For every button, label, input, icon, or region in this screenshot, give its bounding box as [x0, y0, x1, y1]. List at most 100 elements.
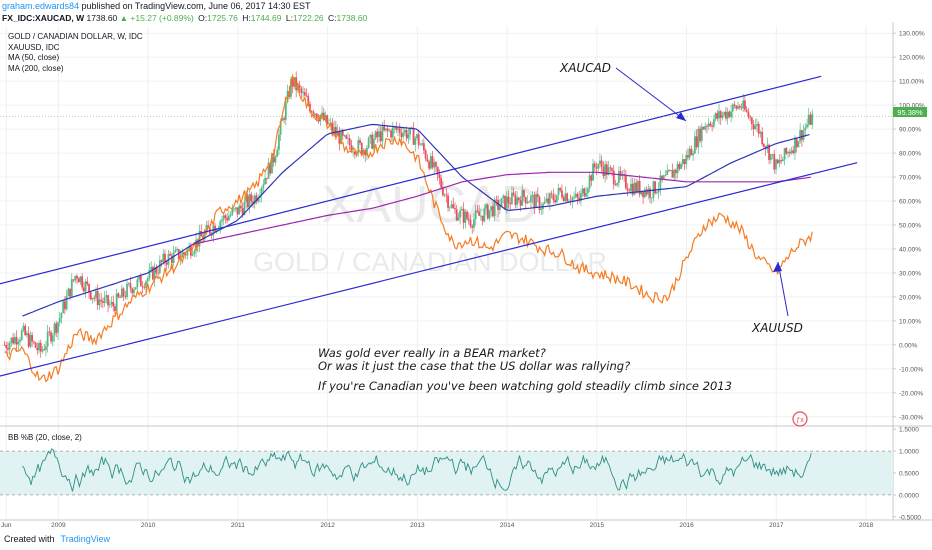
candle-body — [490, 206, 493, 211]
price-change: ▲ +15.27 (+0.89%) — [119, 13, 194, 23]
candle-body — [680, 163, 682, 169]
candle-body — [203, 232, 206, 240]
open-value: 1725.76 — [207, 13, 238, 23]
candle-body — [683, 159, 686, 165]
candle-body — [352, 151, 355, 153]
candle-body — [737, 106, 739, 109]
candle-body — [146, 278, 149, 282]
candle-body — [723, 111, 726, 115]
author-link[interactable]: graham.edwards84 — [2, 1, 80, 11]
candle-body — [540, 208, 543, 210]
legend-ma200[interactable]: MA (200, close) — [8, 63, 64, 73]
candle-body — [345, 135, 348, 139]
candle-body — [60, 313, 63, 318]
candle-body — [605, 164, 608, 175]
candle-body — [645, 189, 648, 195]
x-tick-label: 2011 — [231, 522, 245, 529]
candle-body — [807, 114, 810, 125]
candle-body — [662, 175, 665, 180]
candle-body — [657, 188, 660, 193]
candle-body — [353, 151, 356, 155]
candle-body — [495, 199, 498, 201]
x-tick-label: 2016 — [679, 522, 694, 529]
candle-body — [331, 122, 334, 132]
candle-body — [333, 127, 336, 132]
candle-body — [640, 190, 643, 195]
candle-body — [371, 134, 374, 149]
candle-body — [13, 336, 16, 344]
candle-body — [57, 322, 59, 333]
y-tick-label: -30.00% — [899, 414, 923, 421]
candle-body — [761, 131, 764, 145]
ind-y-tick-label: -0.5000 — [899, 514, 921, 521]
candle-body — [497, 199, 500, 210]
candle-body — [195, 239, 197, 251]
candle-body — [567, 200, 570, 202]
candle-body — [533, 195, 536, 208]
candle-body — [775, 159, 777, 170]
y-tick-label: 80.00% — [899, 151, 921, 158]
candle-body — [681, 159, 684, 164]
candle-body — [119, 296, 122, 298]
ind-y-tick-label: 1.5000 — [899, 427, 919, 434]
candle-body — [511, 192, 513, 205]
candle-body — [39, 342, 42, 352]
ind-y-tick-label: 1.0000 — [899, 449, 919, 456]
legend-ma50[interactable]: MA (50, close) — [8, 53, 60, 62]
tradingview-logo[interactable]: TradingView — [60, 534, 111, 544]
candle-body — [63, 301, 66, 310]
candle-body — [806, 124, 808, 128]
candle-body — [450, 204, 453, 208]
candle-body — [334, 127, 337, 135]
candle-body — [202, 236, 204, 240]
candle-body — [191, 254, 194, 256]
candle-body — [274, 156, 277, 163]
candle-body — [512, 192, 515, 196]
candle-body — [214, 225, 216, 232]
candle-body — [295, 77, 298, 91]
candle-body — [526, 201, 529, 204]
xauusd-line — [4, 73, 813, 383]
legend-title: GOLD / CANADIAN DOLLAR, W, IDC — [8, 32, 143, 41]
candle-body — [3, 344, 6, 346]
candle-body — [554, 199, 556, 203]
candle-body — [250, 194, 253, 202]
indicator-legend[interactable]: BB %B (20, close, 2) — [8, 433, 82, 442]
candle-body — [528, 201, 531, 203]
candle-body — [114, 306, 116, 312]
candle-body — [792, 150, 795, 154]
candle-body — [136, 279, 139, 288]
candle-body — [322, 112, 325, 121]
candle-body — [86, 281, 89, 285]
candle-body — [552, 194, 555, 200]
candle-body — [706, 126, 708, 127]
candle-body — [671, 170, 674, 178]
candle-body — [229, 214, 232, 217]
candle-body — [655, 192, 658, 194]
candle-body — [27, 333, 30, 347]
candle-body — [255, 195, 258, 202]
candle-body — [688, 148, 691, 158]
candle-body — [233, 208, 235, 210]
y-tick-label: 70.00% — [899, 175, 921, 182]
candle-body — [635, 182, 638, 192]
candle-body — [29, 334, 32, 347]
legend-compare[interactable]: XAUUSD, IDC — [8, 42, 60, 52]
candle-body — [521, 190, 524, 206]
replay-icon[interactable]: ƒx — [792, 411, 808, 427]
candle-body — [374, 131, 377, 139]
x-tick-label: Jun — [1, 522, 12, 529]
candle-body — [595, 167, 598, 169]
candle-body — [81, 276, 84, 288]
candle-body — [222, 215, 225, 220]
candle-body — [133, 289, 135, 294]
candle-body — [452, 204, 455, 209]
candle-body — [139, 275, 142, 287]
candle-body — [103, 297, 106, 303]
candle-body — [616, 183, 619, 186]
candle-body — [62, 301, 65, 314]
candle-body — [407, 134, 410, 139]
candle-body — [690, 148, 693, 156]
candle-body — [7, 348, 9, 350]
